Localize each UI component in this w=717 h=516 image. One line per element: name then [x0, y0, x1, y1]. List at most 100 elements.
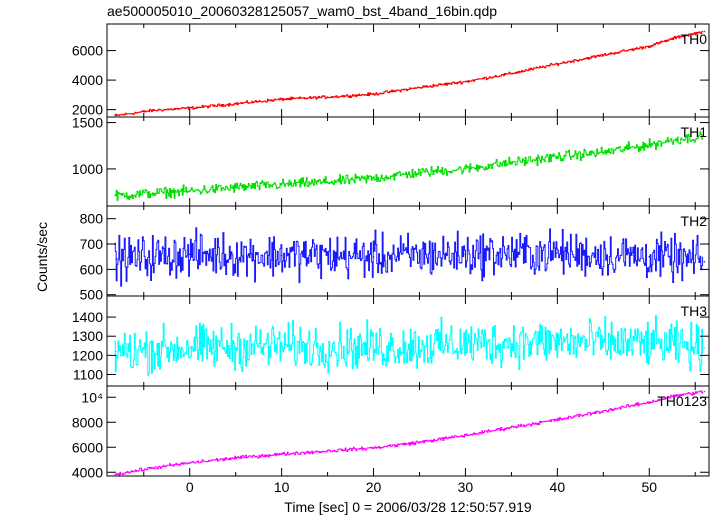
- y-tick-label: 1400: [72, 309, 103, 325]
- data-point: [464, 80, 467, 83]
- data-point: [648, 255, 651, 258]
- x-tick-label: 50: [641, 479, 657, 495]
- data-point: [115, 195, 117, 197]
- data-point: [556, 63, 559, 65]
- panel-label: TH3: [681, 303, 708, 319]
- series-line-th0123: [114, 390, 704, 476]
- y-tick-label: 4000: [72, 72, 103, 88]
- data-point: [464, 434, 467, 437]
- panel-label: TH0123: [657, 393, 707, 409]
- data-point: [510, 161, 513, 164]
- x-tick-label: 40: [550, 479, 566, 495]
- data-point: [602, 151, 605, 153]
- data-point: [372, 447, 375, 449]
- panel-th1: 1000 1500 TH1: [72, 115, 710, 207]
- data-point: [676, 36, 678, 39]
- panel-frame: [106, 23, 710, 118]
- data-point: [188, 462, 191, 464]
- data-point: [464, 253, 467, 255]
- data-point: [280, 345, 283, 347]
- y-tick-label: 1500: [72, 115, 103, 131]
- data-point: [676, 138, 678, 141]
- y-tick-label: 500: [80, 287, 104, 303]
- panel-label: TH2: [681, 213, 708, 229]
- data-point: [188, 346, 191, 349]
- data-point: [510, 72, 513, 75]
- y-tick-label: 1300: [72, 328, 103, 344]
- panel-label: TH0: [681, 31, 708, 47]
- series-line-th0: [114, 31, 704, 116]
- x-axis-label: Time [sec] 0 = 2006/03/28 12:50:57.919: [284, 499, 532, 515]
- panel-th0123: 4000 6000 8000 10⁴ TH0123: [72, 385, 710, 480]
- data-point: [464, 168, 467, 170]
- data-point: [703, 30, 706, 33]
- data-point: [602, 54, 605, 56]
- data-point: [326, 96, 329, 98]
- data-point: [648, 45, 651, 47]
- data-point: [188, 253, 191, 255]
- data-point: [372, 93, 375, 95]
- data-point: [280, 98, 283, 101]
- panel-th3: 1100 1200 1300 1400 TH3: [72, 295, 710, 387]
- y-tick-label: 1100: [73, 367, 103, 383]
- y-tick-label: 8000: [72, 414, 103, 430]
- data-point: [556, 341, 559, 343]
- data-point: [703, 261, 706, 263]
- data-point: [648, 144, 651, 146]
- data-point: [188, 190, 191, 192]
- data-point: [115, 258, 117, 261]
- y-tick-label: 4000: [72, 464, 103, 480]
- y-tick-label: 800: [80, 211, 104, 227]
- series-line-th1: [114, 131, 704, 201]
- data-point: [280, 183, 283, 186]
- data-point: [556, 419, 559, 421]
- y-tick-label: 600: [80, 261, 104, 277]
- data-point: [703, 390, 706, 393]
- data-point: [115, 114, 117, 117]
- x-tick-label: 30: [458, 479, 474, 495]
- data-point: [152, 467, 154, 469]
- data-point: [556, 156, 559, 158]
- data-point: [115, 350, 117, 353]
- data-point: [372, 346, 375, 349]
- data-point: [372, 255, 375, 258]
- data-point: [326, 450, 329, 452]
- data-point: [188, 107, 191, 109]
- data-point: [326, 181, 329, 183]
- data-point: [464, 343, 467, 345]
- panel-th2: 500 600 700 800 TH2: [80, 205, 710, 303]
- data-point: [234, 186, 237, 189]
- data-point: [510, 426, 513, 429]
- data-point: [648, 401, 651, 404]
- data-point: [234, 102, 237, 105]
- x-tick-label: 20: [366, 479, 382, 495]
- series-line-th2: [114, 227, 704, 287]
- data-point: [556, 252, 559, 254]
- data-point: [418, 441, 421, 444]
- y-tick-label: 1000: [72, 161, 103, 177]
- data-point: [703, 346, 706, 349]
- panel-frame: [106, 116, 710, 207]
- data-point: [234, 457, 237, 459]
- data-point: [418, 171, 421, 174]
- data-point: [280, 453, 283, 455]
- panel-frame: [106, 385, 710, 477]
- y-tick-label: 700: [80, 236, 104, 252]
- y-axis-label: Counts/sec: [34, 222, 50, 292]
- data-point: [418, 86, 421, 89]
- data-point: [115, 473, 117, 475]
- x-tick-label: 10: [274, 479, 290, 495]
- data-point: [703, 135, 706, 138]
- data-point: [372, 177, 375, 179]
- y-tick-label: 1200: [72, 347, 103, 363]
- data-point: [280, 254, 283, 257]
- y-tick-label: 6000: [72, 43, 103, 59]
- data-point: [152, 192, 154, 194]
- data-point: [648, 343, 651, 345]
- panel-label: TH1: [681, 124, 708, 140]
- x-tick-label: 0: [186, 479, 194, 495]
- y-tick-label: 10⁴: [81, 389, 103, 405]
- data-point: [152, 109, 154, 112]
